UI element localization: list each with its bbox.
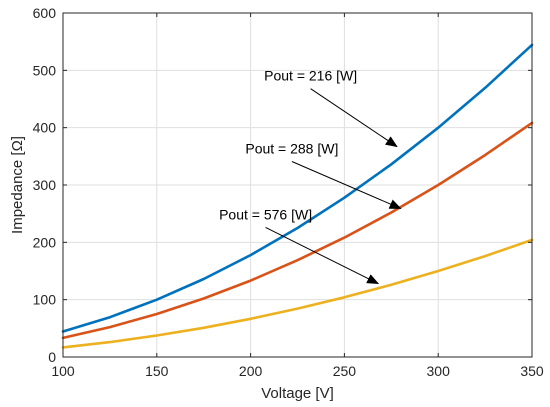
series-lines	[61, 43, 534, 349]
x-tick-label: 100	[51, 363, 75, 379]
annotation-arrow	[291, 161, 402, 209]
x-tick-label: 150	[145, 363, 169, 379]
y-tick-label: 400	[33, 120, 57, 136]
annotation-label: Pout = 288 [W]	[245, 140, 338, 156]
series-line-3	[61, 238, 534, 349]
y-tick-label: 100	[33, 292, 57, 308]
y-axis-label: Impedance [Ω]	[9, 136, 26, 234]
annotations: Pout = 216 [W] Pout = 288 [W] Pout = 576 […	[219, 68, 402, 285]
x-tick-label: 200	[239, 363, 263, 379]
annotation-arrow	[310, 88, 398, 148]
y-tick-label: 0	[48, 349, 56, 365]
y-tick-label: 600	[33, 5, 57, 21]
x-tick-label: 350	[520, 363, 544, 379]
annotation-arrow	[265, 226, 380, 285]
grid	[62, 12, 533, 358]
y-tick-label: 200	[33, 234, 57, 250]
series-line-1	[61, 43, 534, 333]
x-axis-label: Voltage [V]	[261, 385, 334, 402]
x-tick-label: 300	[427, 363, 451, 379]
x-tick-label: 250	[333, 363, 357, 379]
series-line-2	[61, 121, 534, 340]
annotation-label: Pout = 216 [W]	[264, 68, 357, 84]
annotation-label: Pout = 576 [W]	[219, 206, 312, 222]
y-tick-label: 500	[33, 62, 57, 78]
y-tick-label: 300	[33, 177, 57, 193]
